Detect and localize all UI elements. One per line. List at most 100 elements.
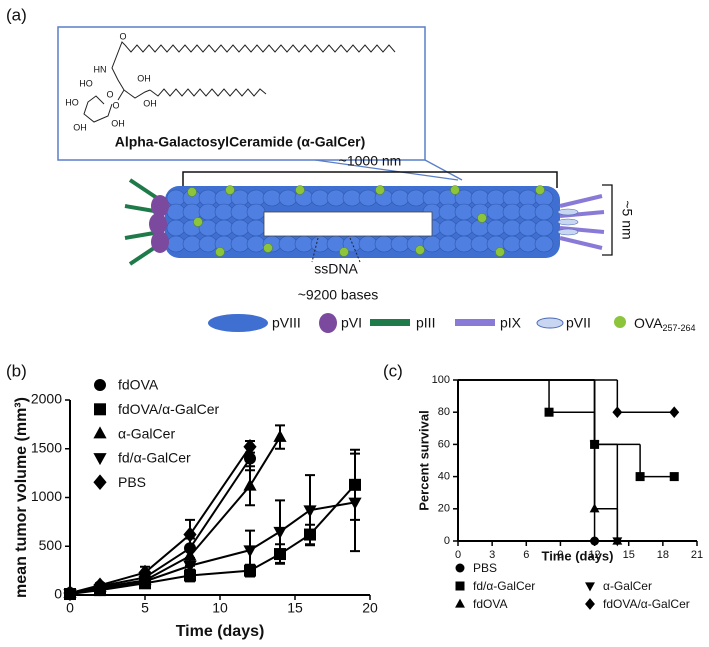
y-tick-label: 80 <box>438 406 450 418</box>
marker <box>63 585 77 601</box>
coat-protein <box>230 203 250 221</box>
coat-protein <box>534 235 554 253</box>
y-axis-label: Percent survival <box>416 410 431 510</box>
legend-label: fdOVA/α-GalCer <box>603 597 690 611</box>
x-tick-label: 0 <box>66 600 74 616</box>
coat-protein <box>230 235 250 253</box>
atom: OH <box>137 73 151 83</box>
ova-peptide <box>535 185 545 195</box>
pointer <box>349 237 361 263</box>
coat-protein <box>166 235 186 253</box>
x-tick-label: 5 <box>141 600 149 616</box>
width-bracket <box>602 184 613 256</box>
coat-protein <box>214 203 234 221</box>
coat-protein <box>438 219 458 237</box>
molecule-name: Alpha-GalactosylCeramide (α-GalCer) <box>115 134 366 150</box>
y-tick-label: 100 <box>432 374 450 386</box>
atom: OH <box>73 122 87 132</box>
coat-protein <box>486 189 506 207</box>
legend-label: fdOVA/α-GalCer <box>118 401 220 417</box>
marker <box>93 577 107 594</box>
coat-protein <box>518 203 538 221</box>
x-tick-label: 12 <box>588 549 600 561</box>
coat-protein <box>198 235 218 253</box>
coat-protein <box>534 203 554 221</box>
legend-marker <box>455 563 465 573</box>
marker <box>183 548 197 561</box>
coat-protein <box>230 219 250 237</box>
callout <box>424 159 463 181</box>
coat-protein <box>278 235 298 253</box>
legend-label: pVI <box>341 315 362 331</box>
length-bracket <box>182 171 558 188</box>
legend-marker <box>94 403 106 416</box>
marker <box>183 560 197 573</box>
legend-marker <box>93 474 107 490</box>
coat-protein <box>310 189 330 207</box>
marker <box>273 526 287 539</box>
x-tick-label: 9 <box>557 549 563 561</box>
coat-protein <box>502 219 522 237</box>
coat-protein <box>214 219 234 237</box>
coat-protein <box>470 189 490 207</box>
marker <box>243 545 257 558</box>
coat-protein <box>470 219 490 237</box>
legend-label: pVIII <box>272 315 301 331</box>
coat-protein <box>486 219 506 237</box>
marker <box>243 439 257 455</box>
coat-protein <box>246 203 266 221</box>
legend-label: α-GalCer <box>603 579 652 593</box>
atom: HO <box>65 97 79 107</box>
coat-protein <box>166 203 186 221</box>
legend-marker <box>455 581 465 591</box>
molecule <box>83 41 396 123</box>
ova-peptide <box>375 185 385 195</box>
coat-protein <box>246 219 266 237</box>
ova-peptide <box>450 185 460 195</box>
coat-protein <box>342 189 362 207</box>
atom: O <box>119 31 126 41</box>
legend-marker <box>585 582 595 592</box>
ova-peptide <box>225 185 235 195</box>
legend-label: pIX <box>500 315 522 331</box>
atom: OH <box>111 118 125 128</box>
legend-marker <box>455 598 465 608</box>
coat-protein <box>518 235 538 253</box>
y-tick-label: 0 <box>54 586 62 602</box>
dna-length: ~9200 bases <box>298 287 379 303</box>
legend-label: pVII <box>566 315 591 331</box>
marker <box>303 505 317 518</box>
marker <box>612 406 623 419</box>
x-tick-label: 18 <box>657 549 669 561</box>
series-line <box>69 446 251 595</box>
x-tick-label: 6 <box>523 549 529 561</box>
marker <box>273 429 287 442</box>
ova-peptide <box>215 247 225 257</box>
ova-peptide <box>495 247 505 257</box>
legend-label: fdOVA <box>473 597 507 611</box>
x-tick-label: 3 <box>489 549 495 561</box>
series-line <box>69 501 356 596</box>
panel-label: (b) <box>6 361 27 380</box>
legend-label: fdOVA <box>118 377 159 393</box>
coat-protein <box>438 235 458 253</box>
marker <box>183 526 197 543</box>
x-tick-label: 21 <box>691 549 703 561</box>
diagram-legend: pVIII pVI pIII pIX pVII OVA257-264 <box>208 313 696 333</box>
atom: O <box>112 100 119 110</box>
coat-protein <box>518 189 538 207</box>
x-tick-label: 15 <box>287 600 303 616</box>
coat-protein <box>422 189 442 207</box>
legend-label: OVA257-264 <box>634 315 696 334</box>
marker <box>635 472 645 482</box>
x-tick-label: 0 <box>455 549 461 561</box>
x-axis-label: Time (days) <box>541 548 613 563</box>
coat-protein <box>454 235 474 253</box>
x-axis-label: Time (days) <box>176 623 265 640</box>
marker <box>589 503 600 513</box>
phage-tips <box>124 178 605 266</box>
ova-peptide <box>187 187 197 197</box>
coat-protein <box>390 189 410 207</box>
legend-marker <box>94 379 106 391</box>
marker <box>138 576 152 589</box>
